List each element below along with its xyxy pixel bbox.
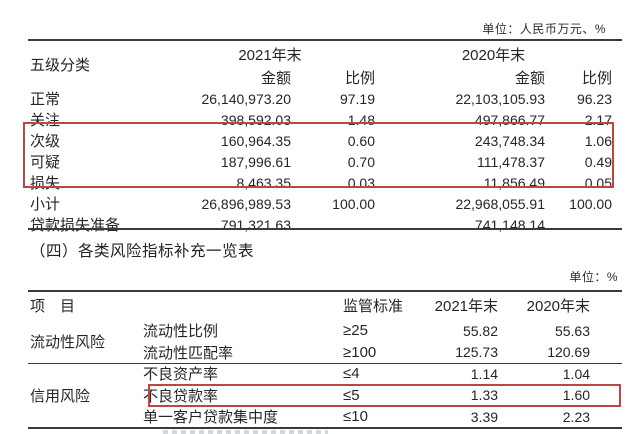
regulatory-standard: ≥25: [343, 322, 368, 340]
indicator-label: 流动性匹配率: [143, 344, 234, 362]
table-row-substandard: 次级 160,964.35 0.60 243,748.34 1.06: [28, 130, 612, 151]
table1-top-rule: [28, 39, 622, 41]
value-2020: 1.60: [562, 387, 591, 404]
amount-2021: 8,463.35: [236, 174, 292, 191]
amount-2021: 791,321.63: [220, 216, 291, 233]
table2-col-2021: 2021年末: [434, 297, 499, 315]
amount-2020: 11,856.49: [483, 174, 545, 191]
table-row-normal: 正常 26,140,973.20 97.19 22,103,105.93 96.…: [28, 88, 612, 109]
ratio-2020: 0.49: [584, 153, 612, 170]
amount-2020: 497,866.77: [474, 111, 545, 128]
table2-item-header: 项 目: [30, 297, 76, 315]
indicator-label: 单一客户贷款集中度: [143, 409, 279, 427]
table1-bottom-rule: [28, 228, 622, 230]
section-heading: （四）各类风险指标补充一览表: [30, 243, 255, 260]
amount-2020: 22,103,105.93: [455, 90, 545, 107]
ratio-2020: 1.06: [584, 132, 612, 149]
unit-note-bottom: 单位：%: [569, 270, 618, 284]
table1-amount-2020-header: 金额: [514, 70, 545, 87]
amount-2020: 243,748.34: [474, 132, 545, 149]
ratio-2021: 100.00: [332, 195, 375, 212]
value-2020: 1.04: [562, 365, 591, 382]
table2-header-row: 项 目 监管标准 2021年末 2020年末: [28, 290, 590, 320]
table1-header-row-years: 五级分类 2021年末 2020年末: [28, 41, 612, 75]
ratio-2021: 0.70: [347, 153, 375, 170]
amount-2020: 111,478.37: [477, 153, 545, 170]
table1-ratio-2021-header: 比例: [344, 70, 375, 87]
value-2020: 2.23: [562, 408, 591, 425]
table-row-loss: 损失 8,463.35 0.03 11,856.49 0.05: [28, 172, 612, 193]
indicator-label: 不良资产率: [143, 366, 219, 384]
row-label: 损失: [30, 175, 61, 192]
table1-amount-2021-header: 金额: [260, 70, 291, 87]
amount-2020: 741,148.14: [474, 216, 545, 233]
regulatory-standard: ≤5: [343, 386, 360, 404]
table2-col-2020: 2020年末: [526, 297, 591, 315]
table1-col-2020: 2020年末: [461, 46, 526, 64]
table-row-loan-loss-provision: 贷款损失准备 791,321.63 741,148.14: [28, 214, 612, 235]
indicator-label: 不良贷款率: [143, 387, 219, 405]
ratio-2021: 97.19: [339, 90, 375, 107]
row-label: 正常: [30, 91, 61, 108]
amount-2021: 160,964.35: [220, 132, 291, 149]
value-2020: 120.69: [547, 344, 591, 361]
value-2021: 3.39: [470, 408, 499, 425]
ratio-2021: 0.03: [347, 174, 375, 191]
amount-2021: 398,592.03: [220, 111, 291, 128]
table-row-special-mention: 关注 398,592.03 1.48 497,866.77 2.17: [28, 109, 612, 130]
amount-2021: 26,896,989.53: [201, 195, 291, 212]
regulatory-standard: ≥100: [343, 343, 377, 361]
value-2021: 1.14: [470, 365, 499, 382]
ratio-2020: 100.00: [569, 195, 612, 212]
table1-corner-label: 五级分类: [30, 57, 91, 74]
table-row-doubtful: 可疑 187,996.61 0.70 111,478.37 0.49: [28, 151, 612, 172]
risk-indicator-table: 项 目 监管标准 2021年末 2020年末 流动性风险 流动性比例 ≥25 5…: [28, 290, 590, 428]
amount-2020: 22,968,055.91: [455, 195, 545, 212]
ratio-2021: 0.60: [347, 132, 375, 149]
row-label: 可疑: [30, 154, 61, 171]
table-row-npl-asset-ratio: 信用风险 不良资产率 ≤4 1.14 1.04: [28, 363, 591, 405]
table-row-liquidity-matching: 流动性匹配率 ≥100 125.73 120.69: [28, 342, 590, 364]
regulatory-standard: ≤4: [343, 365, 360, 383]
table1-col-2021: 2021年末: [238, 46, 302, 64]
row-label: 贷款损失准备: [30, 217, 121, 234]
table-row-single-customer-concentration: 单一客户贷款集中度 ≤10 3.39 2.23: [28, 406, 590, 428]
table-row-subtotal: 小计 26,896,989.53 100.00 22,968,055.91 10…: [28, 193, 612, 214]
regulatory-standard: ≤10: [343, 408, 368, 426]
ratio-2021: 1.48: [347, 111, 375, 128]
row-label: 关注: [30, 112, 61, 129]
table2-top-rule: [28, 290, 622, 292]
ratio-2020: 96.23: [576, 90, 612, 107]
amount-2021: 187,996.61: [220, 153, 291, 170]
ratio-2020: 2.17: [584, 111, 612, 128]
loan-classification-table: 五级分类 2021年末 2020年末 金额 比例 金额 比例 正常 26,140…: [28, 41, 612, 235]
amount-2021: 26,140,973.20: [201, 90, 291, 107]
value-2020: 55.63: [554, 322, 591, 339]
table1-header-row-sub: 金额 比例 金额 比例: [28, 67, 612, 88]
value-2021: 55.82: [462, 322, 499, 339]
ratio-2021: [291, 214, 375, 235]
risk-group-liquidity: 流动性风险: [30, 334, 106, 351]
cutoff-next-row-remnant: [163, 430, 328, 434]
row-label: 次级: [30, 133, 61, 150]
table-row-liquidity-ratio: 流动性风险 流动性比例 ≥25 55.82 55.63: [28, 320, 591, 351]
table-row-npl-loan-ratio: 不良贷款率 ≤5 1.33 1.60: [28, 385, 590, 407]
value-2021: 125.73: [455, 344, 499, 361]
risk-group-credit: 信用风险: [30, 387, 91, 405]
indicator-label: 流动性比例: [143, 323, 219, 341]
table2-mid-rule: [28, 363, 622, 364]
value-2021: 1.33: [470, 387, 499, 404]
table1-ratio-2020-header: 比例: [581, 70, 612, 87]
table2-bottom-rule: [28, 427, 622, 429]
ratio-2020: [545, 214, 612, 235]
ratio-2020: 0.05: [584, 174, 612, 191]
table2-standard-header: 监管标准: [343, 297, 404, 315]
row-label: 小计: [30, 196, 61, 213]
unit-note-top: 单位：人民币万元、%: [482, 22, 606, 36]
